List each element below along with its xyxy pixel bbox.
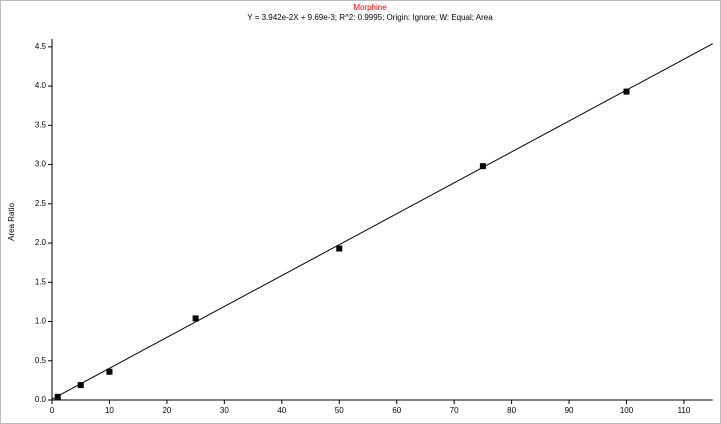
data-point bbox=[192, 315, 199, 322]
x-tick-label: 30 bbox=[220, 406, 229, 415]
x-tick-label: 0 bbox=[50, 406, 55, 415]
data-point bbox=[623, 88, 630, 95]
x-tick-label: 110 bbox=[678, 406, 691, 415]
chart-title: Morphine bbox=[353, 3, 387, 12]
x-tick-label: 60 bbox=[392, 406, 401, 415]
y-tick-label: 4.0 bbox=[35, 81, 47, 90]
y-tick-label: 3.0 bbox=[35, 160, 47, 169]
chart-subtitle: Y = 3.942e-2X + 9.69e-3; R^2: 0.9995; Or… bbox=[247, 13, 493, 22]
y-tick-label: 1.0 bbox=[35, 317, 47, 326]
y-tick-label: 4.5 bbox=[35, 42, 47, 51]
x-tick-label: 90 bbox=[565, 406, 574, 415]
x-tick-label: 40 bbox=[277, 406, 286, 415]
x-tick-label: 10 bbox=[105, 406, 114, 415]
data-point bbox=[479, 163, 486, 170]
y-tick-label: 0.0 bbox=[35, 395, 47, 404]
x-tick-label: 80 bbox=[507, 406, 516, 415]
x-tick-label: 20 bbox=[162, 406, 171, 415]
y-tick-label: 2.5 bbox=[35, 199, 47, 208]
y-tick-label: 2.0 bbox=[35, 238, 47, 247]
y-axis-label: Area Ratio bbox=[7, 203, 16, 241]
data-point bbox=[336, 245, 343, 252]
y-tick-label: 1.5 bbox=[35, 277, 47, 286]
data-point bbox=[54, 393, 61, 400]
data-point bbox=[106, 368, 113, 375]
data-point bbox=[77, 382, 84, 389]
x-tick-label: 70 bbox=[450, 406, 459, 415]
fit-line bbox=[51, 43, 713, 400]
y-tick-label: 3.5 bbox=[35, 120, 47, 129]
x-tick-label: 50 bbox=[335, 406, 344, 415]
x-tick-label: 100 bbox=[620, 406, 634, 415]
y-tick-label: 0.5 bbox=[35, 356, 47, 365]
